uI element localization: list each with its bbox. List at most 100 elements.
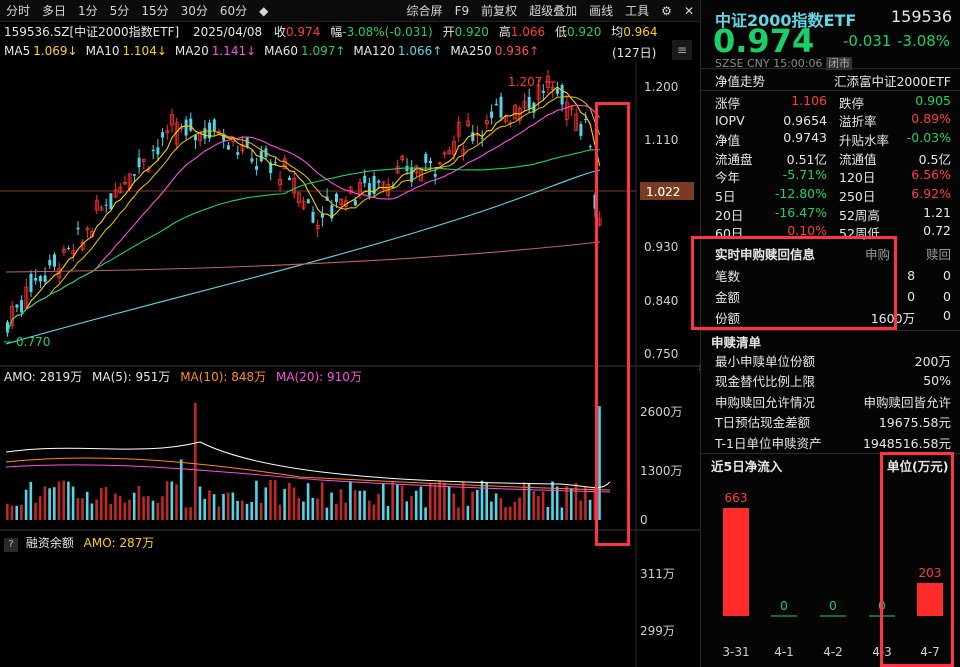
highlight-box-flow xyxy=(880,452,954,667)
toolbar-actions: 综合屏 F9 前复权 超级叠加 画线 工具 xyxy=(401,2,656,19)
nav-trend-row[interactable]: 净值走势 汇添富中证2000ETF xyxy=(715,70,951,90)
period-tab[interactable]: 15分 xyxy=(141,4,169,18)
stat-cell: 流通值 0.5亿 xyxy=(839,149,951,168)
flow-bar xyxy=(917,582,943,616)
stat-label: 52周高 xyxy=(839,207,880,223)
price-tick: 0.930 xyxy=(644,240,678,254)
ma-item: MA20 1.141↓ xyxy=(175,44,256,58)
realtime-row: 笔数 8 0 xyxy=(715,265,951,285)
close-label: 收 xyxy=(274,25,287,39)
nav-trend-link[interactable]: 净值走势 xyxy=(715,73,766,89)
stat-row: 今年 -5.71% 120日 6.56% xyxy=(715,167,951,187)
toolbar-action[interactable]: 工具 xyxy=(625,4,650,18)
low-value: 0.920 xyxy=(566,25,602,39)
list-label: T-1日单位申赎资产 xyxy=(715,435,822,451)
bars-count: (127日) xyxy=(612,46,657,60)
toolbar-action[interactable]: F9 xyxy=(454,3,470,18)
market-info: SZSE CNY 15:00:06 闭市 xyxy=(715,55,852,71)
ma-item: MA250 0.936↑ xyxy=(450,44,539,58)
toolbar-action[interactable]: 综合屏 xyxy=(406,4,443,18)
ma-label: MA60 xyxy=(264,44,298,58)
redeem-value: 0 xyxy=(943,288,951,304)
period-tab[interactable]: 30分 xyxy=(180,4,208,18)
realtime-title: 实时申购赎回信息 xyxy=(715,246,816,262)
price-high-label: 1.207 xyxy=(508,75,542,89)
market-status: 闭市 xyxy=(826,57,852,70)
stat-label: 5日 xyxy=(715,189,736,204)
kline-chart: 1.207 0.770 1.200 1.110 1.022 0.930 0.840 0.7… xyxy=(0,62,700,667)
stat-cell: 52周高 1.21 xyxy=(839,205,951,224)
stat-row: 5日 -12.80% 250日 6.92% xyxy=(715,186,951,206)
period-tab[interactable]: 5分 xyxy=(109,4,130,18)
stat-value: 6.56% xyxy=(911,167,951,183)
period-tab[interactable]: 分时 xyxy=(6,4,31,18)
stat-value: 6.92% xyxy=(911,186,951,201)
toolbar-action[interactable]: 前复权 xyxy=(481,4,518,18)
subscribe-value: 0 xyxy=(907,288,916,304)
stat-label: 120日 xyxy=(839,170,876,186)
open-value: 0.920 xyxy=(454,25,489,39)
chart-menu-icon[interactable]: ≡ xyxy=(672,40,692,60)
stat-row: 涨停 1.106 跌停 0.905 xyxy=(715,92,951,112)
ma-value: 1.141↓ xyxy=(211,44,257,58)
help-icon[interactable]: ? xyxy=(4,538,18,552)
list-value: 19675.58元 xyxy=(878,415,951,430)
toolbar-action[interactable]: 画线 xyxy=(589,4,614,18)
fund-price: 0.974 xyxy=(713,22,815,60)
margin-legend: ? 融资余额 AMO: 287万 xyxy=(4,534,154,552)
toolbar-action[interactable]: 超级叠加 xyxy=(529,4,578,18)
price-tick: 0.840 xyxy=(644,294,678,308)
price-low-label: 0.770 xyxy=(16,335,50,349)
stat-row: 流通盘 0.51亿 流通值 0.5亿 xyxy=(715,148,951,168)
list-label: 申购赎回允许情况 xyxy=(715,394,816,410)
margin-label: 融资余额 xyxy=(25,536,74,550)
ma-label: MA10 xyxy=(85,44,120,58)
amo-legend: AMO: 2819万 MA(5): 951万 MA(10): 848万 MA(2… xyxy=(4,368,362,385)
period-tab[interactable]: 多日 xyxy=(42,4,67,18)
flow-date-label: 4-7 xyxy=(920,645,940,659)
stat-value: 0.72 xyxy=(923,223,951,239)
price-axis: 1.200 1.110 1.022 0.930 0.840 0.750 xyxy=(644,80,680,361)
flow-date-label: 4-2 xyxy=(823,645,843,659)
chart-toolbar: 分时 多日 1分 5分 15分 30分 60分 ◆ 综合屏 F9 前复权 超级叠加 画线 工具 ⚙ ✕ xyxy=(0,0,700,22)
price-tag xyxy=(640,182,694,200)
flow-title: 近5日净流入 xyxy=(711,459,783,474)
period-tab[interactable]: 60分 xyxy=(219,4,248,18)
list-value: 200万 xyxy=(914,353,951,369)
stat-value: 0.905 xyxy=(915,92,951,108)
volume-bars xyxy=(6,402,601,520)
stat-label: 涨停 xyxy=(715,95,741,111)
low-label: 低 xyxy=(554,25,567,39)
dropdown-icon[interactable]: ◆ xyxy=(259,3,269,18)
stat-cell: 5日 -12.80% xyxy=(715,186,827,205)
list-row: T-1日单位申赎资产 1948516.58元 xyxy=(715,432,951,452)
settings-icon[interactable]: ⚙ xyxy=(661,3,672,18)
stat-value: -5.71% xyxy=(782,167,827,183)
ma-label: MA250 xyxy=(450,44,492,58)
stat-label: 20日 xyxy=(715,207,744,223)
quote-line: 159536.SZ[中证2000指数ETF] 2025/04/08 收0.974… xyxy=(4,23,658,40)
realtime-row: 金额 0 0 xyxy=(715,286,951,306)
stat-label: 250日 xyxy=(839,189,876,204)
subscribe-value: 8 xyxy=(907,267,916,283)
stat-cell: 120日 6.56% xyxy=(839,167,951,186)
close-icon[interactable]: ✕ xyxy=(683,3,694,18)
fund-change-pct: -3.08% xyxy=(897,32,951,50)
realtime-label: 金额 xyxy=(715,289,741,305)
volume-tick: 1300万 xyxy=(640,464,683,478)
change-value: -3.08%(-0.031) xyxy=(342,25,433,39)
redeem-col: 赎回 xyxy=(925,246,951,262)
realtime-label: 份额 xyxy=(715,310,741,326)
ma-item: MA120 1.066↑ xyxy=(353,44,442,58)
flow-date-label: 4-1 xyxy=(774,645,794,659)
redeem-value: 0 xyxy=(943,267,951,283)
list-label: 现金替代比例上限 xyxy=(715,374,816,389)
high-value: 1.066 xyxy=(510,25,546,39)
quote-panel: 中证2000指数ETF 159536 0.974 -0.031 -3.08% S… xyxy=(691,0,960,667)
ma-item: MA10 1.104↓ xyxy=(86,44,167,58)
stat-value: 0.10% xyxy=(787,223,827,239)
period-tab[interactable]: 1分 xyxy=(78,4,98,18)
stat-label: 今年 xyxy=(715,170,741,186)
